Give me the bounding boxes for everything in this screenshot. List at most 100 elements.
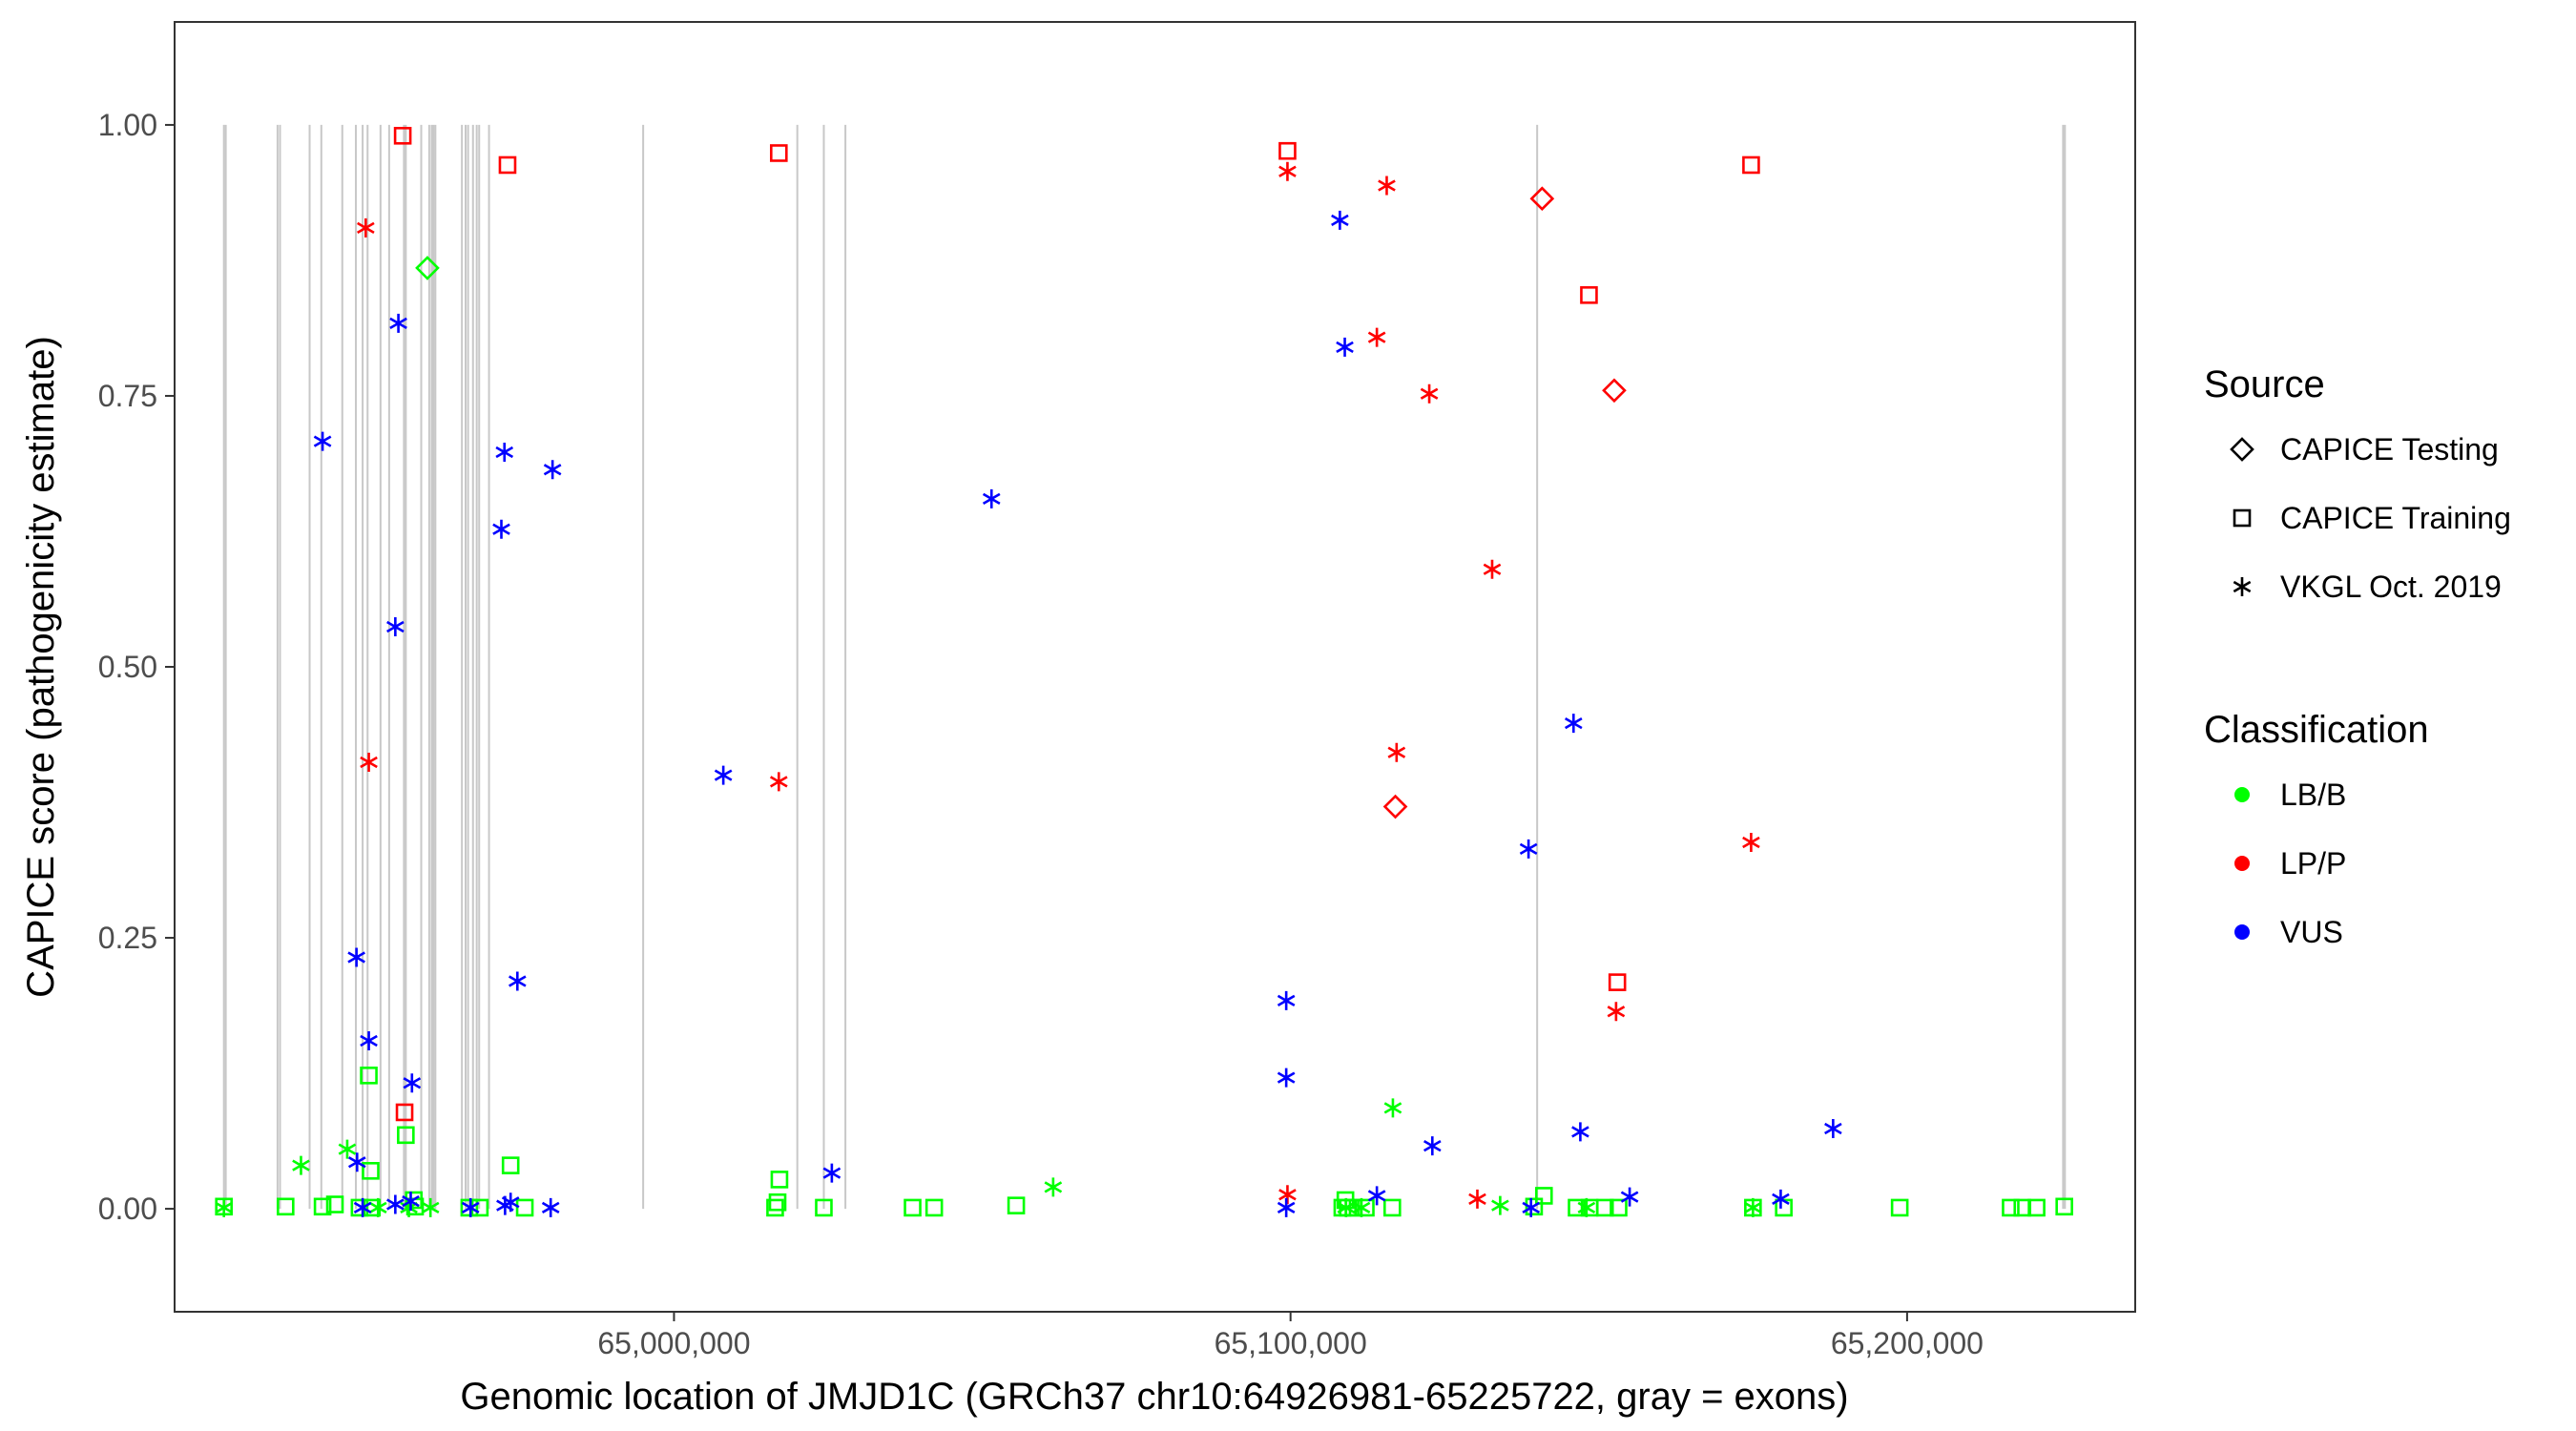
data-point-square	[2027, 1198, 2046, 1217]
data-point-asterisk	[353, 1197, 372, 1217]
data-point-asterisk	[1331, 210, 1349, 230]
data-point-asterisk-shape	[347, 1152, 366, 1172]
legend-key-square-shape	[2233, 508, 2252, 528]
data-point-asterisk-shape	[360, 1030, 378, 1050]
data-point-square	[1534, 1187, 1553, 1205]
data-point-asterisk-shape	[1620, 1187, 1639, 1207]
data-point-asterisk	[1577, 1197, 1596, 1217]
data-point-asterisk-shape	[360, 752, 378, 772]
data-point-asterisk-shape	[1522, 1197, 1541, 1217]
data-point-diamond-shape	[1529, 186, 1555, 212]
data-point-asterisk	[1519, 839, 1538, 859]
data-point-asterisk	[495, 443, 514, 463]
legend-label-vus: VUS	[2280, 915, 2343, 949]
data-point-asterisk	[338, 1139, 357, 1159]
data-point-square	[815, 1198, 833, 1217]
data-point-asterisk-shape	[495, 443, 514, 463]
data-point-square-shape	[904, 1198, 922, 1217]
data-point-asterisk	[982, 488, 1001, 508]
data-point-square-shape	[815, 1198, 833, 1217]
data-point-square-shape	[1382, 1198, 1402, 1217]
data-point-diamond-shape	[1382, 794, 1408, 819]
data-point-asterisk	[360, 752, 378, 772]
data-point-asterisk-shape	[541, 1197, 560, 1217]
data-point-square	[350, 1198, 369, 1217]
data-point-asterisk-shape	[1383, 1098, 1402, 1118]
legend-key-diamond-shape	[2230, 437, 2254, 462]
data-point-square-shape	[515, 1198, 534, 1217]
data-point-asterisk-shape	[492, 519, 510, 539]
data-point-square-shape	[325, 1195, 344, 1213]
legend-item-capice-training: CAPICE Training	[2233, 501, 2511, 535]
legend-key-diamond	[2230, 437, 2254, 462]
x-tick-label: 65,100,000	[1215, 1326, 1367, 1360]
data-point-square	[395, 1103, 414, 1122]
data-point-asterisk	[508, 971, 527, 991]
legend-dot-lb-b	[2234, 787, 2250, 802]
data-point-asterisk	[421, 1197, 440, 1217]
legend-dot-vus	[2234, 924, 2250, 940]
legend-asterisk-icon	[2233, 577, 2252, 596]
data-point-asterisk-shape	[1824, 1118, 1842, 1138]
data-point-asterisk	[1564, 714, 1583, 734]
data-point-square-shape	[2027, 1198, 2046, 1217]
data-point-square-shape	[766, 1198, 784, 1217]
data-point-asterisk-shape	[769, 772, 788, 792]
data-point-square	[768, 1192, 787, 1212]
data-point-diamond	[415, 256, 440, 280]
data-point-asterisk-shape	[1571, 1122, 1589, 1142]
y-tick-label: 0.25	[98, 921, 157, 955]
legend-square-icon	[2233, 508, 2252, 528]
data-point-square	[770, 1171, 789, 1189]
data-point-diamond	[1529, 186, 1555, 212]
data-point-asterisk	[1387, 742, 1406, 762]
legend-classification: Classification LB/B LP/P VUS	[2204, 709, 2429, 949]
data-point-asterisk-shape	[357, 218, 375, 238]
data-point-asterisk	[386, 616, 405, 636]
legend-item-lb-b: LB/B	[2234, 778, 2346, 812]
data-point-diamond-shape	[1602, 378, 1627, 404]
data-point-asterisk	[769, 772, 788, 792]
y-axis: 0.00 0.25 0.50 0.75 1.00	[98, 108, 175, 1226]
data-point-square	[1357, 1198, 1375, 1217]
legend-source-title: Source	[2204, 363, 2325, 405]
legend-item-vkgl: VKGL Oct. 2019	[2233, 570, 2502, 604]
data-point-square-shape	[360, 1067, 378, 1085]
data-point-square-shape	[350, 1198, 369, 1217]
data-point-square	[770, 144, 788, 162]
data-point-asterisk-shape	[822, 1163, 841, 1183]
data-point-asterisk	[543, 460, 562, 480]
legend-key-asterisk-shape	[2233, 577, 2252, 596]
data-point-square	[515, 1198, 534, 1217]
data-point-asterisk-shape	[1044, 1177, 1063, 1197]
data-point-square	[325, 1195, 344, 1213]
data-point-square	[362, 1162, 380, 1180]
data-point-asterisk	[1522, 1197, 1541, 1217]
data-point-asterisk	[1744, 1197, 1762, 1217]
data-point-asterisk	[1336, 337, 1354, 357]
data-point-asterisk	[1742, 833, 1760, 853]
data-point-diamond	[1382, 794, 1408, 819]
data-point-asterisk	[347, 947, 365, 967]
data-point-square	[313, 1197, 332, 1216]
data-point-asterisk	[501, 1192, 520, 1213]
data-point-asterisk-shape	[402, 1192, 420, 1212]
data-point-square-shape	[1608, 973, 1627, 991]
data-point-asterisk	[714, 765, 733, 785]
data-point-square	[1525, 1197, 1544, 1216]
data-point-square-shape	[501, 1156, 520, 1174]
data-point-asterisk-shape	[461, 1197, 480, 1217]
data-point-square-shape	[924, 1198, 944, 1217]
data-point-asterisk-shape	[215, 1197, 234, 1217]
y-tick-label: 0.50	[98, 650, 157, 684]
data-point-asterisk-shape	[1744, 1197, 1762, 1217]
data-point-square-shape	[277, 1197, 295, 1216]
data-point-asterisk	[1772, 1189, 1790, 1209]
data-point-square	[1278, 141, 1297, 160]
data-point-asterisk	[1620, 1187, 1639, 1207]
data-point-asterisk	[313, 431, 332, 451]
x-axis: 65,000,000 65,100,000 65,200,000	[597, 1312, 1984, 1360]
legend-label-capice-training: CAPICE Training	[2280, 501, 2511, 535]
data-point-square-shape	[1610, 1198, 1628, 1217]
